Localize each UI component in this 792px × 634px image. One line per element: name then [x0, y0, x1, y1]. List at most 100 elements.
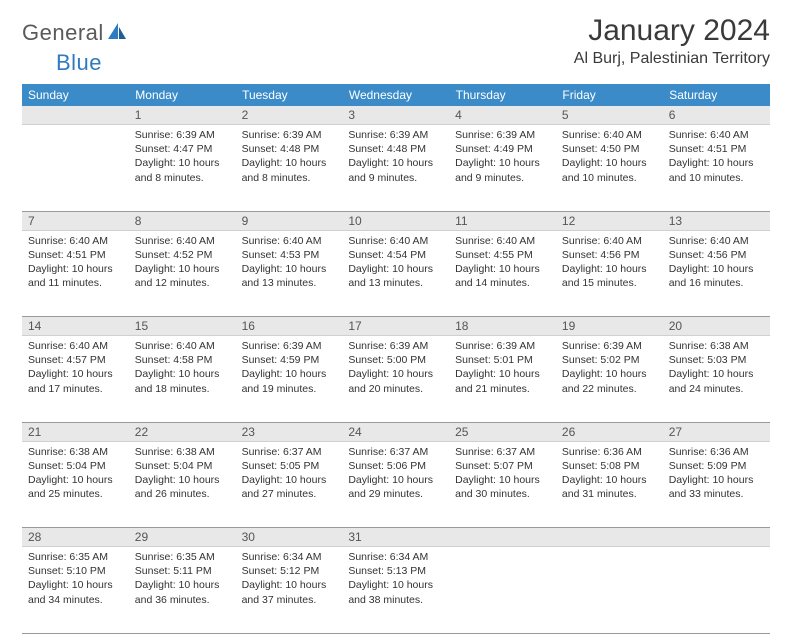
month-title: January 2024 [574, 14, 770, 48]
week-row: Sunrise: 6:40 AMSunset: 4:51 PMDaylight:… [22, 231, 770, 317]
day-content: Sunrise: 6:40 AMSunset: 4:57 PMDaylight:… [22, 336, 129, 400]
day-content: Sunrise: 6:39 AMSunset: 5:01 PMDaylight:… [449, 336, 556, 400]
day-cell: Sunrise: 6:40 AMSunset: 4:54 PMDaylight:… [342, 231, 449, 317]
day-content: Sunrise: 6:39 AMSunset: 4:49 PMDaylight:… [449, 125, 556, 189]
day-cell: Sunrise: 6:34 AMSunset: 5:13 PMDaylight:… [342, 547, 449, 633]
day-number: 7 [22, 212, 129, 231]
day-content: Sunrise: 6:35 AMSunset: 5:11 PMDaylight:… [129, 547, 236, 611]
day-cell: Sunrise: 6:35 AMSunset: 5:11 PMDaylight:… [129, 547, 236, 633]
day-cell: Sunrise: 6:40 AMSunset: 4:55 PMDaylight:… [449, 231, 556, 317]
day-number: 24 [342, 423, 449, 442]
day-number: 12 [556, 212, 663, 231]
day-content: Sunrise: 6:36 AMSunset: 5:09 PMDaylight:… [663, 442, 770, 506]
day-number: 1 [129, 106, 236, 125]
day-cell: Sunrise: 6:39 AMSunset: 4:59 PMDaylight:… [236, 336, 343, 422]
weekday-header: Friday [556, 84, 663, 106]
day-content: Sunrise: 6:40 AMSunset: 4:56 PMDaylight:… [556, 231, 663, 295]
week-row: Sunrise: 6:35 AMSunset: 5:10 PMDaylight:… [22, 547, 770, 633]
day-content: Sunrise: 6:40 AMSunset: 4:53 PMDaylight:… [236, 231, 343, 295]
day-cell [449, 547, 556, 633]
day-number: 6 [663, 106, 770, 125]
day-number: 16 [236, 317, 343, 336]
week-row: Sunrise: 6:38 AMSunset: 5:04 PMDaylight:… [22, 442, 770, 528]
day-number: 19 [556, 317, 663, 336]
day-number-empty [449, 528, 556, 547]
weekday-header: Tuesday [236, 84, 343, 106]
day-number: 30 [236, 528, 343, 547]
day-cell: Sunrise: 6:40 AMSunset: 4:56 PMDaylight:… [556, 231, 663, 317]
brand-part1: General [22, 20, 104, 46]
day-cell: Sunrise: 6:39 AMSunset: 5:01 PMDaylight:… [449, 336, 556, 422]
day-content: Sunrise: 6:40 AMSunset: 4:52 PMDaylight:… [129, 231, 236, 295]
day-content: Sunrise: 6:40 AMSunset: 4:51 PMDaylight:… [22, 231, 129, 295]
daynum-row: 123456 [22, 106, 770, 125]
day-number: 5 [556, 106, 663, 125]
day-number: 4 [449, 106, 556, 125]
day-number: 13 [663, 212, 770, 231]
day-cell: Sunrise: 6:39 AMSunset: 4:49 PMDaylight:… [449, 125, 556, 211]
day-cell: Sunrise: 6:40 AMSunset: 4:51 PMDaylight:… [22, 231, 129, 317]
day-number: 21 [22, 423, 129, 442]
daynum-row: 14151617181920 [22, 317, 770, 337]
day-number: 18 [449, 317, 556, 336]
day-number: 3 [342, 106, 449, 125]
day-cell: Sunrise: 6:38 AMSunset: 5:04 PMDaylight:… [129, 442, 236, 528]
day-cell: Sunrise: 6:38 AMSunset: 5:03 PMDaylight:… [663, 336, 770, 422]
day-content: Sunrise: 6:40 AMSunset: 4:58 PMDaylight:… [129, 336, 236, 400]
day-number: 23 [236, 423, 343, 442]
day-content: Sunrise: 6:36 AMSunset: 5:08 PMDaylight:… [556, 442, 663, 506]
day-number: 29 [129, 528, 236, 547]
day-content: Sunrise: 6:39 AMSunset: 5:00 PMDaylight:… [342, 336, 449, 400]
weekday-header: Wednesday [342, 84, 449, 106]
day-number: 20 [663, 317, 770, 336]
day-content: Sunrise: 6:39 AMSunset: 4:47 PMDaylight:… [129, 125, 236, 189]
day-cell: Sunrise: 6:40 AMSunset: 4:58 PMDaylight:… [129, 336, 236, 422]
calendar-table: SundayMondayTuesdayWednesdayThursdayFrid… [22, 84, 770, 634]
daynum-row: 78910111213 [22, 211, 770, 231]
day-content: Sunrise: 6:38 AMSunset: 5:03 PMDaylight:… [663, 336, 770, 400]
day-cell: Sunrise: 6:40 AMSunset: 4:51 PMDaylight:… [663, 125, 770, 211]
day-number: 17 [342, 317, 449, 336]
day-number: 26 [556, 423, 663, 442]
day-content: Sunrise: 6:35 AMSunset: 5:10 PMDaylight:… [22, 547, 129, 611]
day-cell: Sunrise: 6:40 AMSunset: 4:52 PMDaylight:… [129, 231, 236, 317]
weekday-header: Sunday [22, 84, 129, 106]
day-cell: Sunrise: 6:38 AMSunset: 5:04 PMDaylight:… [22, 442, 129, 528]
day-cell: Sunrise: 6:39 AMSunset: 5:02 PMDaylight:… [556, 336, 663, 422]
day-content: Sunrise: 6:34 AMSunset: 5:12 PMDaylight:… [236, 547, 343, 611]
brand-part2: Blue [56, 50, 102, 75]
daynum-row: 28293031 [22, 528, 770, 548]
day-number: 14 [22, 317, 129, 336]
week-row: Sunrise: 6:40 AMSunset: 4:57 PMDaylight:… [22, 336, 770, 422]
weekday-header-row: SundayMondayTuesdayWednesdayThursdayFrid… [22, 84, 770, 106]
week-row: Sunrise: 6:39 AMSunset: 4:47 PMDaylight:… [22, 125, 770, 211]
day-cell: Sunrise: 6:37 AMSunset: 5:05 PMDaylight:… [236, 442, 343, 528]
day-cell: Sunrise: 6:34 AMSunset: 5:12 PMDaylight:… [236, 547, 343, 633]
daynum-row: 21222324252627 [22, 422, 770, 442]
day-content: Sunrise: 6:37 AMSunset: 5:06 PMDaylight:… [342, 442, 449, 506]
day-cell: Sunrise: 6:40 AMSunset: 4:53 PMDaylight:… [236, 231, 343, 317]
brand-sail-icon [106, 21, 128, 46]
day-number: 28 [22, 528, 129, 547]
day-cell [663, 547, 770, 633]
day-number: 22 [129, 423, 236, 442]
day-content: Sunrise: 6:40 AMSunset: 4:51 PMDaylight:… [663, 125, 770, 189]
day-cell: Sunrise: 6:40 AMSunset: 4:57 PMDaylight:… [22, 336, 129, 422]
day-cell: Sunrise: 6:40 AMSunset: 4:56 PMDaylight:… [663, 231, 770, 317]
day-cell: Sunrise: 6:36 AMSunset: 5:08 PMDaylight:… [556, 442, 663, 528]
day-content: Sunrise: 6:38 AMSunset: 5:04 PMDaylight:… [22, 442, 129, 506]
day-number: 10 [342, 212, 449, 231]
day-content: Sunrise: 6:40 AMSunset: 4:50 PMDaylight:… [556, 125, 663, 189]
day-cell: Sunrise: 6:37 AMSunset: 5:06 PMDaylight:… [342, 442, 449, 528]
day-cell [22, 125, 129, 211]
day-number: 8 [129, 212, 236, 231]
day-number: 9 [236, 212, 343, 231]
day-content: Sunrise: 6:39 AMSunset: 4:48 PMDaylight:… [342, 125, 449, 189]
day-number: 11 [449, 212, 556, 231]
day-content: Sunrise: 6:40 AMSunset: 4:55 PMDaylight:… [449, 231, 556, 295]
day-number: 15 [129, 317, 236, 336]
day-content: Sunrise: 6:38 AMSunset: 5:04 PMDaylight:… [129, 442, 236, 506]
weekday-header: Saturday [663, 84, 770, 106]
weekday-header: Monday [129, 84, 236, 106]
day-number: 25 [449, 423, 556, 442]
